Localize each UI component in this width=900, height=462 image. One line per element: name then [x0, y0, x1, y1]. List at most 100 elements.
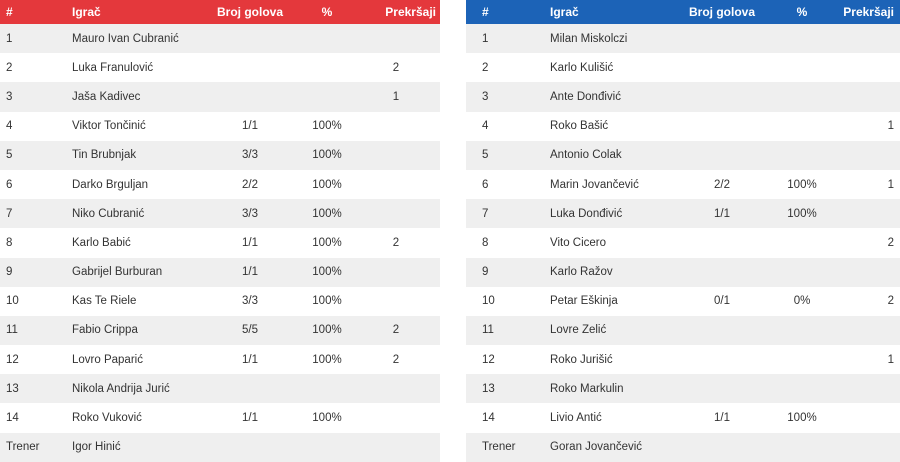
away-team-table: # Igrač Broj golova % Prekršaji 1 Milan M… — [466, 0, 900, 462]
player-row: 9 Karlo Ražov — [466, 257, 900, 287]
goals-cell: 1/1 — [714, 412, 730, 425]
player-row: 13 Nikola Andrija Jurić — [0, 374, 440, 404]
goals-cell: 1/1 — [242, 412, 258, 425]
player-number: 5 — [482, 149, 489, 162]
player-name: Karlo Ražov — [550, 266, 613, 279]
player-number: 10 — [482, 295, 495, 308]
player-row: 4 Viktor Tončinić 1/1 100% — [0, 112, 440, 141]
goals-cell: 1/1 — [242, 266, 258, 279]
player-number: 1 — [482, 32, 489, 45]
player-number: 1 — [6, 32, 13, 45]
player-row: 6 Marin Jovančević 2/2 100% 1 — [466, 170, 900, 199]
player-number: Trener — [482, 441, 516, 454]
away-table-header: # Igrač Broj golova % Prekršaji — [466, 0, 900, 24]
player-name: Karlo Babić — [72, 236, 131, 249]
player-number: 3 — [6, 90, 13, 103]
fouls-cell: 1 — [887, 178, 894, 191]
player-row: 10 Kas Te Riele 3/3 100% — [0, 287, 440, 316]
goals-cell: 3/3 — [242, 295, 258, 308]
player-row: 3 Jaša Kadivec 1 — [0, 82, 440, 112]
percent-cell: 100% — [312, 266, 342, 279]
percent-cell: 100% — [312, 120, 342, 133]
fouls-cell: 1 — [887, 120, 894, 133]
header-goals: Broj golova — [216, 5, 283, 19]
player-number: 5 — [6, 149, 13, 162]
goals-cell: 1/1 — [242, 236, 258, 249]
player-number: 11 — [482, 324, 494, 337]
fouls-cell: 1 — [392, 90, 400, 103]
percent-cell: 100% — [787, 178, 817, 191]
percent-cell: 100% — [312, 324, 342, 337]
player-row: 4 Roko Bašić 1 — [466, 112, 900, 141]
fouls-cell: 2 — [392, 236, 400, 249]
goals-cell: 0/1 — [714, 295, 730, 308]
player-name: Roko Jurišić — [550, 353, 613, 366]
percent-cell: 100% — [312, 178, 342, 191]
percent-cell: 100% — [312, 207, 342, 220]
percent-cell: 100% — [312, 295, 342, 308]
player-row: 1 Milan Miskolczi — [466, 24, 900, 54]
player-number: 13 — [482, 382, 495, 395]
player-number: 9 — [482, 266, 489, 279]
player-name: Fabio Crippa — [72, 324, 138, 337]
player-name: Mauro Ivan Čubranić — [72, 32, 179, 45]
player-name: Vito Cicero — [550, 236, 607, 249]
player-row: 7 Luka Donđivić 1/1 100% — [466, 199, 900, 229]
player-row: 12 Roko Jurišić 1 — [466, 345, 900, 374]
header-player: Igrač — [72, 5, 101, 19]
player-name: Roko Bašić — [550, 120, 609, 133]
header-fouls: Prekršaji — [385, 5, 436, 19]
player-name: Roko Markulin — [550, 382, 624, 395]
player-row: 14 Livio Antić 1/1 100% — [466, 403, 900, 432]
percent-cell: 100% — [787, 207, 817, 220]
player-name: Niko Čubranić — [72, 207, 145, 220]
player-number: 7 — [482, 207, 489, 220]
player-name: Gabrijel Burburan — [72, 266, 163, 279]
player-number: 2 — [6, 61, 13, 74]
player-number: 8 — [482, 236, 489, 249]
player-name: Roko Vuković — [72, 412, 142, 425]
player-name: Karlo Kulišić — [550, 61, 614, 74]
player-row: 2 Karlo Kulišić — [466, 53, 900, 82]
player-name: Lovre Zelić — [550, 324, 607, 337]
goals-cell: 5/5 — [242, 324, 258, 337]
goals-cell: 1/1 — [242, 120, 258, 133]
goals-cell: 3/3 — [242, 149, 258, 162]
player-row: 3 Ante Donđivić — [466, 82, 900, 112]
player-number: 12 — [6, 353, 19, 366]
player-row: 9 Gabrijel Burburan 1/1 100% — [0, 257, 440, 287]
coach-row: Trener Goran Jovančević — [466, 432, 900, 462]
player-number: 14 — [482, 412, 495, 425]
player-name: Livio Antić — [550, 412, 602, 425]
player-number: 4 — [482, 120, 489, 133]
player-name: Nikola Andrija Jurić — [72, 382, 170, 395]
home-team-table: # Igrač Broj golova % Prekršaji 1 Mauro I… — [0, 0, 440, 462]
percent-cell: 100% — [312, 149, 342, 162]
percent-cell: 100% — [312, 412, 342, 425]
header-percent: % — [321, 5, 333, 19]
player-name: Milan Miskolczi — [550, 32, 628, 45]
player-row: 14 Roko Vuković 1/1 100% — [0, 403, 440, 432]
fouls-cell: 2 — [392, 353, 400, 366]
player-number: 8 — [6, 236, 13, 249]
player-number: 3 — [482, 90, 489, 103]
player-number: 2 — [482, 61, 489, 74]
player-name: Viktor Tončinić — [72, 120, 146, 133]
player-name: Darko Brguljan — [72, 178, 149, 191]
player-number: Trener — [6, 441, 40, 454]
header-number: # — [6, 5, 13, 19]
player-row: 6 Darko Brguljan 2/2 100% — [0, 170, 440, 199]
goals-cell: 3/3 — [242, 207, 258, 220]
player-row: 8 Karlo Babić 1/1 100% 2 — [0, 228, 440, 257]
fouls-cell: 1 — [887, 353, 894, 366]
goals-cell: 2/2 — [714, 178, 730, 191]
header-player: Igrač — [550, 5, 579, 19]
player-name: Jaša Kadivec — [72, 90, 141, 103]
player-number: 7 — [6, 207, 13, 220]
player-row: 11 Fabio Crippa 5/5 100% 2 — [0, 315, 440, 346]
player-number: 13 — [6, 382, 19, 395]
player-name: Goran Jovančević — [550, 441, 643, 454]
header-percent: % — [796, 5, 808, 19]
fouls-cell: 2 — [887, 295, 894, 308]
player-name: Lovro Paparić — [72, 353, 143, 366]
